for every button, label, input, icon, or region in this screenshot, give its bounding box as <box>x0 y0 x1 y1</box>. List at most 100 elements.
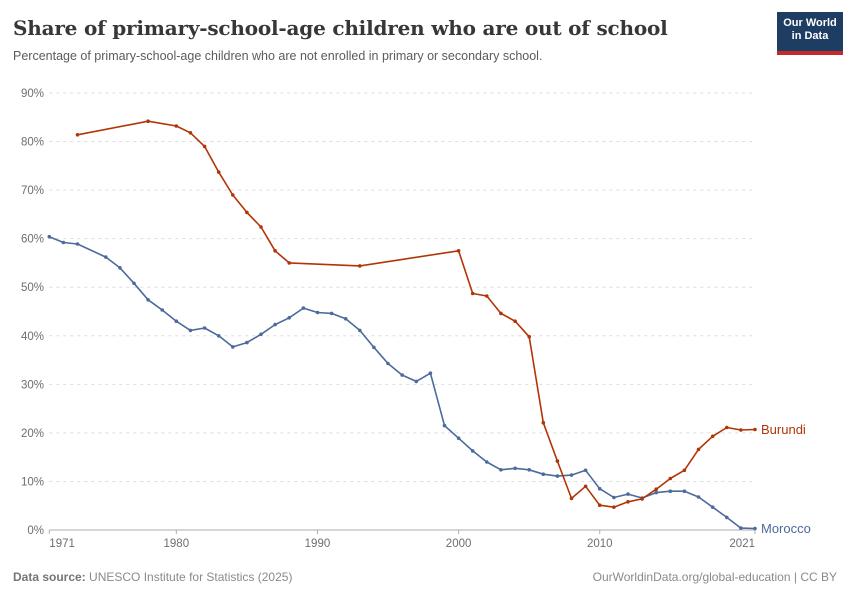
y-tick-label-70: 70% <box>21 185 44 197</box>
burundi-point-1985[interactable] <box>245 210 249 215</box>
burundi-point-2019[interactable] <box>725 425 729 430</box>
morocco-point-1979[interactable] <box>160 308 164 312</box>
morocco-point-2010[interactable] <box>597 486 602 491</box>
morocco-point-1990[interactable] <box>315 310 320 315</box>
chart-plot[interactable]: 0% 10% 20% 30% 40% 50% 60% 70% 80% 90% 1971 1980 199… <box>0 80 850 555</box>
burundi-point-2012[interactable] <box>626 500 630 504</box>
morocco-point-2019[interactable] <box>725 515 729 520</box>
x-tick-label-2021: 2021 <box>729 538 755 550</box>
morocco-point-2021[interactable] <box>753 526 757 531</box>
morocco-point-1980[interactable] <box>174 319 179 323</box>
burundi-point-1984[interactable] <box>231 193 235 197</box>
morocco-point-1977[interactable] <box>132 281 136 286</box>
morocco-point-2006[interactable] <box>541 472 546 477</box>
morocco-line[interactable] <box>48 235 756 530</box>
morocco-point-1988[interactable] <box>287 316 292 320</box>
burundi-point-2015[interactable] <box>668 476 673 481</box>
burundi-point-1973[interactable] <box>75 133 80 137</box>
burundi-point-2010[interactable] <box>597 503 602 508</box>
morocco-point-1985[interactable] <box>245 340 249 345</box>
burundi-point-2021[interactable] <box>753 427 757 432</box>
morocco-point-1995[interactable] <box>386 361 390 366</box>
morocco-point-2001[interactable] <box>470 449 475 453</box>
y-tick-label-60: 60% <box>21 234 44 246</box>
burundi-point-2008[interactable] <box>569 496 574 501</box>
morocco-point-2007[interactable] <box>555 474 560 478</box>
burundi-point-2016[interactable] <box>682 468 687 473</box>
burundi-line[interactable] <box>76 120 756 509</box>
burundi-point-2005[interactable] <box>527 334 531 339</box>
morocco-point-2003[interactable] <box>499 468 503 472</box>
morocco-point-1991[interactable] <box>329 311 334 316</box>
morocco-point-1989[interactable] <box>301 306 306 310</box>
morocco-point-2016[interactable] <box>682 489 687 494</box>
burundi-point-2020[interactable] <box>739 428 743 432</box>
morocco-point-2008[interactable] <box>569 473 574 477</box>
morocco-point-1972[interactable] <box>61 240 66 245</box>
morocco-point-1999[interactable] <box>442 423 447 428</box>
burundi-point-2007[interactable] <box>555 459 560 463</box>
burundi-point-2004[interactable] <box>513 319 517 323</box>
morocco-point-1986[interactable] <box>259 332 263 337</box>
morocco-point-2012[interactable] <box>626 492 630 496</box>
morocco-point-2004[interactable] <box>513 466 517 471</box>
morocco-point-2020[interactable] <box>739 526 743 530</box>
burundi-series-label[interactable]: Burundi <box>761 422 806 437</box>
morocco-point-1996[interactable] <box>400 373 405 377</box>
burundi-point-1980[interactable] <box>174 124 179 128</box>
morocco-point-1994[interactable] <box>372 345 376 350</box>
morocco-point-2005[interactable] <box>527 468 531 472</box>
morocco-point-2011[interactable] <box>612 495 616 500</box>
morocco-point-1982[interactable] <box>202 326 207 330</box>
morocco-point-2014[interactable] <box>654 490 658 495</box>
page-title: Share of primary-school-age children who… <box>13 16 668 40</box>
burundi-point-2009[interactable] <box>583 484 588 489</box>
burundi-point-1978[interactable] <box>146 119 150 123</box>
morocco-point-2015[interactable] <box>668 489 673 494</box>
line-chart[interactable]: 0% 10% 20% 30% 40% 50% 60% 70% 80% 90% 1971 1980 199… <box>0 80 850 555</box>
morocco-point-1993[interactable] <box>358 328 362 333</box>
morocco-point-1983[interactable] <box>216 334 221 338</box>
morocco-point-2017[interactable] <box>696 495 701 499</box>
morocco-point-2002[interactable] <box>485 460 489 464</box>
morocco-point-2000[interactable] <box>456 436 461 441</box>
morocco-point-1981[interactable] <box>188 328 193 333</box>
burundi-point-2011[interactable] <box>612 505 616 510</box>
morocco-point-1976[interactable] <box>118 266 122 270</box>
morocco-point-1971[interactable] <box>47 234 52 239</box>
burundi-point-2014[interactable] <box>654 487 658 492</box>
burundi-point-2018[interactable] <box>710 434 715 439</box>
data-source-label: Data source: <box>13 570 86 584</box>
burundi-point-1981[interactable] <box>188 131 193 135</box>
morocco-point-2009[interactable] <box>583 468 588 473</box>
burundi-point-1987[interactable] <box>273 249 277 253</box>
morocco-point-1984[interactable] <box>231 345 235 349</box>
morocco-point-1978[interactable] <box>146 298 150 302</box>
y-tick-label-20: 20% <box>21 428 44 440</box>
burundi-point-2006[interactable] <box>541 420 546 425</box>
burundi-point-2017[interactable] <box>696 447 701 452</box>
x-tick-label-1971: 1971 <box>49 538 75 550</box>
burundi-point-1982[interactable] <box>202 144 207 149</box>
y-tick-label-80: 80% <box>21 137 44 149</box>
morocco-point-1997[interactable] <box>414 379 419 384</box>
burundi-point-2001[interactable] <box>470 291 475 296</box>
burundi-point-2003[interactable] <box>499 311 503 316</box>
burundi-point-2002[interactable] <box>485 294 489 298</box>
morocco-point-1987[interactable] <box>273 322 277 327</box>
burundi-point-2000[interactable] <box>456 249 461 253</box>
burundi-point-1983[interactable] <box>216 170 221 174</box>
burundi-point-1988[interactable] <box>287 261 292 265</box>
morocco-point-1973[interactable] <box>75 242 80 246</box>
morocco-point-1975[interactable] <box>104 255 108 259</box>
burundi-point-1986[interactable] <box>259 225 263 229</box>
morocco-point-1998[interactable] <box>428 371 433 376</box>
burundi-point-1993[interactable] <box>358 264 362 268</box>
y-tick-label-10: 10% <box>21 476 44 488</box>
owid-logo: Our World in Data <box>777 12 843 55</box>
morocco-series-label[interactable]: Morocco <box>761 521 811 536</box>
morocco-point-2018[interactable] <box>710 505 715 510</box>
morocco-point-1992[interactable] <box>343 317 348 321</box>
owid-logo-line2: in Data <box>791 30 829 42</box>
burundi-point-2013[interactable] <box>640 497 644 501</box>
